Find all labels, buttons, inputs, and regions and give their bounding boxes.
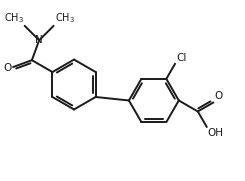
Text: CH$_3$: CH$_3$ — [55, 11, 75, 25]
Text: N: N — [35, 35, 43, 45]
Text: O: O — [3, 63, 11, 73]
Text: O: O — [214, 91, 223, 102]
Text: CH$_3$: CH$_3$ — [4, 11, 24, 25]
Text: OH: OH — [208, 128, 224, 138]
Text: Cl: Cl — [176, 53, 186, 63]
